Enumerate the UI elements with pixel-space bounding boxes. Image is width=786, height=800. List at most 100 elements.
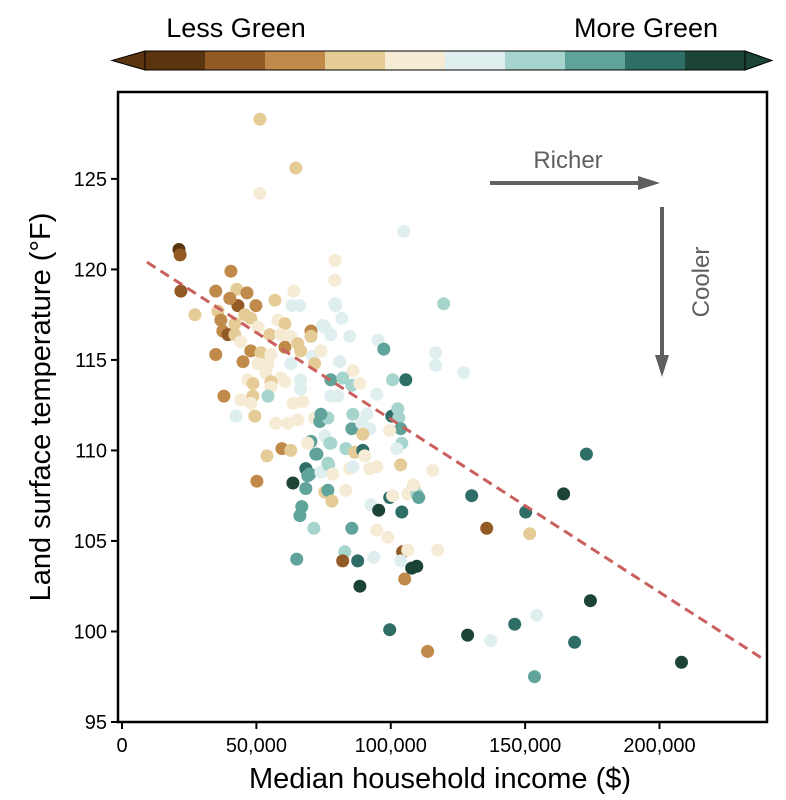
data-point xyxy=(325,494,339,508)
data-point xyxy=(358,449,372,463)
data-point xyxy=(465,489,479,503)
data-point xyxy=(401,543,415,557)
x-axis: 0 50,000 100,000 150,000 200,000 xyxy=(116,722,696,757)
data-point xyxy=(289,161,303,175)
data-point xyxy=(381,530,395,544)
data-point xyxy=(336,554,350,568)
data-point xyxy=(234,335,248,349)
data-point xyxy=(370,523,384,537)
data-point xyxy=(429,358,443,372)
data-point xyxy=(394,422,408,436)
data-point xyxy=(397,224,411,238)
data-point xyxy=(236,355,250,369)
data-point xyxy=(394,554,408,568)
data-point xyxy=(249,299,263,313)
data-point xyxy=(421,644,435,658)
data-point xyxy=(461,628,475,642)
data-point xyxy=(583,594,597,608)
data-point xyxy=(214,313,228,327)
data-point xyxy=(286,476,300,490)
data-point xyxy=(336,371,350,385)
colorbar-bin xyxy=(265,51,326,70)
colorbar-bin xyxy=(205,51,266,70)
x-tick-label: 100,000 xyxy=(355,735,427,757)
data-point xyxy=(240,286,254,300)
data-point xyxy=(278,375,292,389)
colorbar-bin xyxy=(325,51,386,70)
data-point xyxy=(675,655,688,669)
colorbar-bin xyxy=(565,51,626,70)
data-point xyxy=(310,447,324,461)
data-point xyxy=(281,416,295,430)
annotation-richer: Richer xyxy=(533,147,602,174)
cooler-arrow-icon xyxy=(655,355,669,377)
data-point xyxy=(407,478,421,492)
richer-arrow-icon xyxy=(638,176,660,190)
data-point xyxy=(269,416,283,430)
y-axis: 95 100 105 110 115 120 125 xyxy=(74,169,118,734)
data-point xyxy=(345,422,359,436)
data-point xyxy=(328,253,342,267)
data-point xyxy=(367,550,381,564)
y-tick-label: 120 xyxy=(74,259,107,281)
colorbar xyxy=(110,50,774,71)
data-points xyxy=(172,112,688,684)
data-point xyxy=(228,317,242,331)
data-point xyxy=(353,377,367,390)
data-point xyxy=(557,487,571,501)
data-point xyxy=(248,409,262,423)
data-point xyxy=(335,311,349,325)
data-point xyxy=(329,299,343,313)
data-point xyxy=(523,527,537,541)
data-point xyxy=(278,317,292,331)
y-tick-label: 95 xyxy=(85,712,107,734)
colorbar-bin xyxy=(625,51,686,70)
x-tick-label: 200,000 xyxy=(623,735,695,757)
y-axis-label: Land surface temperature (°F) xyxy=(25,213,57,602)
data-point xyxy=(508,617,522,631)
data-point xyxy=(405,561,419,575)
data-point xyxy=(370,460,384,474)
data-point xyxy=(244,344,258,358)
data-point xyxy=(254,346,268,360)
x-tick-label: 150,000 xyxy=(489,735,561,757)
x-tick-label: 0 xyxy=(116,735,127,757)
data-point xyxy=(223,291,237,305)
data-point xyxy=(244,396,258,410)
data-point xyxy=(484,634,498,647)
data-point xyxy=(301,436,315,450)
trend-line xyxy=(146,260,767,662)
data-point xyxy=(291,413,305,427)
data-point xyxy=(372,503,386,517)
data-point xyxy=(293,509,307,523)
data-point xyxy=(324,373,338,387)
data-point xyxy=(339,483,353,497)
data-point xyxy=(457,366,471,380)
data-point xyxy=(209,348,223,361)
data-point xyxy=(307,521,321,535)
data-point xyxy=(284,357,298,371)
colorbar-bin xyxy=(385,51,446,70)
data-point xyxy=(261,389,275,403)
data-point xyxy=(321,483,335,497)
data-point xyxy=(345,521,359,535)
data-point xyxy=(209,284,223,298)
colorbar-extend-low xyxy=(110,50,146,71)
data-point xyxy=(480,521,494,535)
colorbar-label-left: Less Green xyxy=(166,13,306,43)
data-point xyxy=(395,505,409,519)
data-point xyxy=(370,387,384,401)
data-point xyxy=(293,299,307,313)
data-point xyxy=(324,328,338,342)
data-point xyxy=(188,308,202,322)
data-point xyxy=(246,377,260,390)
data-point xyxy=(383,424,397,437)
data-point xyxy=(579,447,593,461)
data-point xyxy=(244,311,258,325)
data-point xyxy=(224,264,238,278)
data-point xyxy=(437,297,451,311)
data-point xyxy=(299,482,313,495)
data-point xyxy=(412,491,426,504)
colorbar-bin xyxy=(145,51,206,70)
